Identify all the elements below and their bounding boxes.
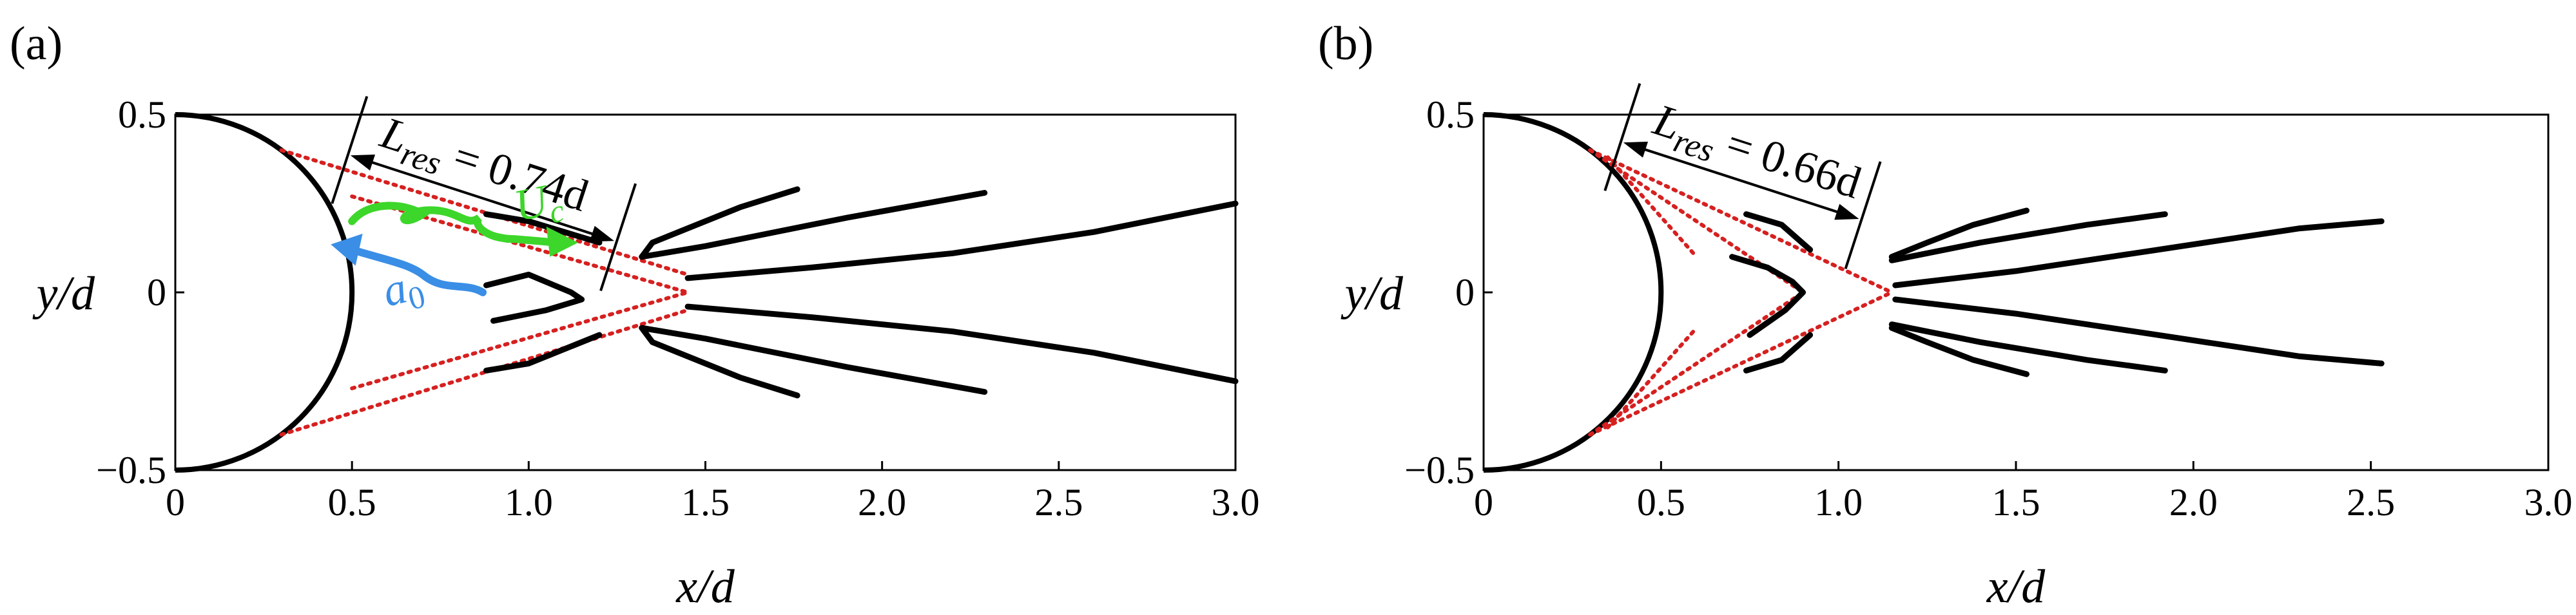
lres-annotation: Lres = 0.74d [331, 96, 637, 292]
x-tick-label: 2.0 [2169, 481, 2218, 524]
vortex-trace [1729, 254, 1806, 338]
plot-frame [174, 113, 1237, 471]
lres-extension-line [331, 96, 369, 204]
y-axis-label: y/d [32, 267, 95, 320]
shear-layer-ray [1605, 326, 1699, 430]
convection-arrow [348, 202, 561, 247]
vortex-trace [1743, 332, 1814, 374]
y-axis-label: y/d [1341, 267, 1404, 320]
shear-layer-ray [350, 290, 690, 391]
y-tick-label: −0.5 [1404, 449, 1475, 491]
y-tick-label: 0 [1455, 271, 1475, 314]
x-axis-label: x/d [675, 560, 735, 613]
x-tick-label: 1.0 [1814, 481, 1863, 524]
lres-dimension-line [1627, 142, 1855, 219]
acoustic-arrowhead [331, 233, 363, 266]
vortex-trace [684, 200, 1239, 281]
panel-b: 0 0.5 1.0 1.5 2.0 2.5 3.00.50−0.5x/dy/d(b)Lres… [1318, 17, 2573, 613]
shear-layer-ray [1588, 290, 1894, 437]
vortex-trace [1888, 211, 2168, 263]
lres-dimension-line [354, 155, 610, 241]
panel-label: (a) [10, 17, 63, 70]
x-tick-label: 2.5 [2347, 481, 2395, 524]
vortex-trace [1892, 218, 2385, 289]
x-tick-label: 0 [166, 481, 185, 524]
x-tick-label: 2.0 [858, 481, 906, 524]
lres-arrowhead [589, 225, 614, 242]
acoustic-arrow [348, 245, 487, 296]
vortex-trace [483, 211, 603, 246]
lres-arrowhead [350, 154, 376, 171]
cylinder-outline [1483, 112, 1664, 473]
y-tick-label: 0 [147, 271, 166, 314]
shear-layer-ray [1588, 148, 1894, 294]
x-tick-label: 1.5 [681, 481, 730, 524]
vortex-trace [1743, 211, 1814, 253]
plot-frame [1482, 113, 2550, 471]
panel-a: 0 0.5 1.0 1.5 2.0 2.5 3.00.50−0.5x/dy/d(a)Lres… [10, 17, 1260, 613]
panel-label: (b) [1318, 17, 1373, 70]
vortex-trace [639, 325, 800, 399]
cylinder-outline [175, 112, 355, 473]
x-tick-label: 2.5 [1034, 481, 1083, 524]
lres-arrowhead [1834, 203, 1859, 220]
vortex-trace [639, 186, 800, 260]
vortex-trace [483, 271, 585, 324]
shear-layer-ray [1588, 290, 1805, 437]
convection-arrowhead [546, 226, 579, 257]
y-tick-label: 0.5 [1426, 93, 1475, 136]
vortex-trace [639, 325, 988, 395]
lres-extension-line [1844, 161, 1882, 269]
x-tick-label: 0.5 [1637, 481, 1685, 524]
x-tick-label: 3.0 [2524, 481, 2573, 524]
x-tick-label: 3.0 [1212, 481, 1260, 524]
vortex-trace [1892, 296, 2385, 366]
vortex-trace [1888, 207, 2029, 260]
vortex-trace [1888, 321, 2168, 374]
lres-arrowhead [1623, 141, 1649, 158]
lres-label: Lres = 0.66d [1645, 95, 1867, 216]
lres-extension-line [599, 183, 637, 292]
vortex-trace [684, 303, 1239, 384]
x-tick-label: 0 [1474, 481, 1493, 524]
vortex-trace [483, 332, 603, 374]
vortex-trace [639, 189, 988, 260]
x-axis-label: x/d [1986, 560, 2046, 613]
y-tick-label: 0.5 [118, 93, 166, 136]
vortex-trace [1888, 325, 2029, 377]
x-tick-label: 0.5 [328, 481, 376, 524]
shear-layer-ray [1605, 155, 1699, 259]
lres-extension-line [1603, 83, 1641, 191]
lres-value: = 0.66d [1709, 115, 1866, 209]
y-tick-label: −0.5 [96, 449, 166, 491]
x-tick-label: 1.0 [505, 481, 553, 524]
x-tick-label: 1.5 [1992, 481, 2040, 524]
